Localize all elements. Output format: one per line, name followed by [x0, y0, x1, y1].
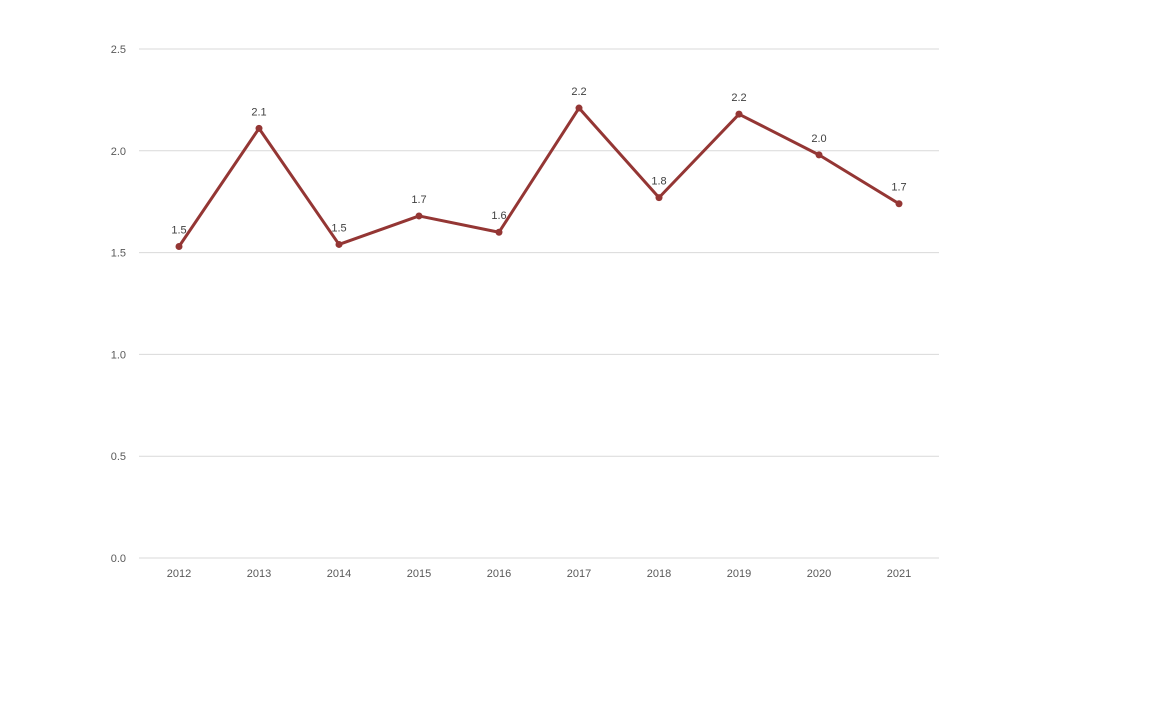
x-tick-label: 2018 [647, 568, 671, 580]
data-point-marker [255, 124, 263, 132]
y-tick-label: 1.5 [111, 248, 126, 260]
data-label: 1.5 [331, 222, 346, 234]
data-label: 1.6 [491, 210, 506, 222]
y-tick-label: 0.5 [111, 451, 126, 463]
data-point-marker [655, 194, 663, 202]
y-axis: 0.0 0.5 1.0 1.5 2.0 2.5 [111, 44, 126, 565]
x-tick-label: 2013 [247, 568, 271, 580]
data-label: 1.8 [651, 176, 666, 188]
y-tick-label: 1.0 [111, 349, 126, 361]
data-label: 2.0 [811, 133, 826, 145]
y-tick-label: 2.0 [111, 146, 126, 158]
gridlines [139, 48, 939, 559]
x-axis: 2012 2013 2014 2015 2016 2017 2018 2019 2020 2021 [167, 568, 911, 580]
x-tick-label: 2015 [407, 568, 431, 580]
data-point-marker [735, 110, 743, 118]
series-line [177, 106, 901, 248]
x-tick-label: 2020 [807, 568, 831, 580]
x-tick-label: 2014 [327, 568, 351, 580]
x-tick-label: 2019 [727, 568, 751, 580]
data-label: 2.2 [731, 92, 746, 104]
data-label: 2.1 [251, 106, 266, 118]
data-label: 1.7 [411, 194, 426, 206]
data-point-marker [415, 212, 423, 220]
data-point-marker [495, 228, 503, 236]
x-tick-label: 2021 [887, 568, 911, 580]
data-label: 1.5 [171, 224, 186, 236]
series-line-group [175, 104, 903, 250]
y-tick-label: 2.5 [111, 44, 126, 56]
data-labels: 1.5 2.1 1.5 1.7 1.6 2.2 1.8 2.2 2.0 1.7 [171, 86, 906, 236]
data-point-marker [815, 151, 823, 159]
data-point-marker [575, 104, 583, 112]
x-tick-label: 2017 [567, 568, 591, 580]
y-tick-label: 0.0 [111, 553, 126, 565]
x-tick-label: 2016 [487, 568, 511, 580]
data-label: 2.2 [571, 86, 586, 98]
x-tick-label: 2012 [167, 568, 191, 580]
data-label: 1.7 [891, 182, 906, 194]
data-point-marker [895, 200, 903, 208]
data-point-marker [175, 242, 183, 250]
data-point-marker [335, 240, 343, 248]
